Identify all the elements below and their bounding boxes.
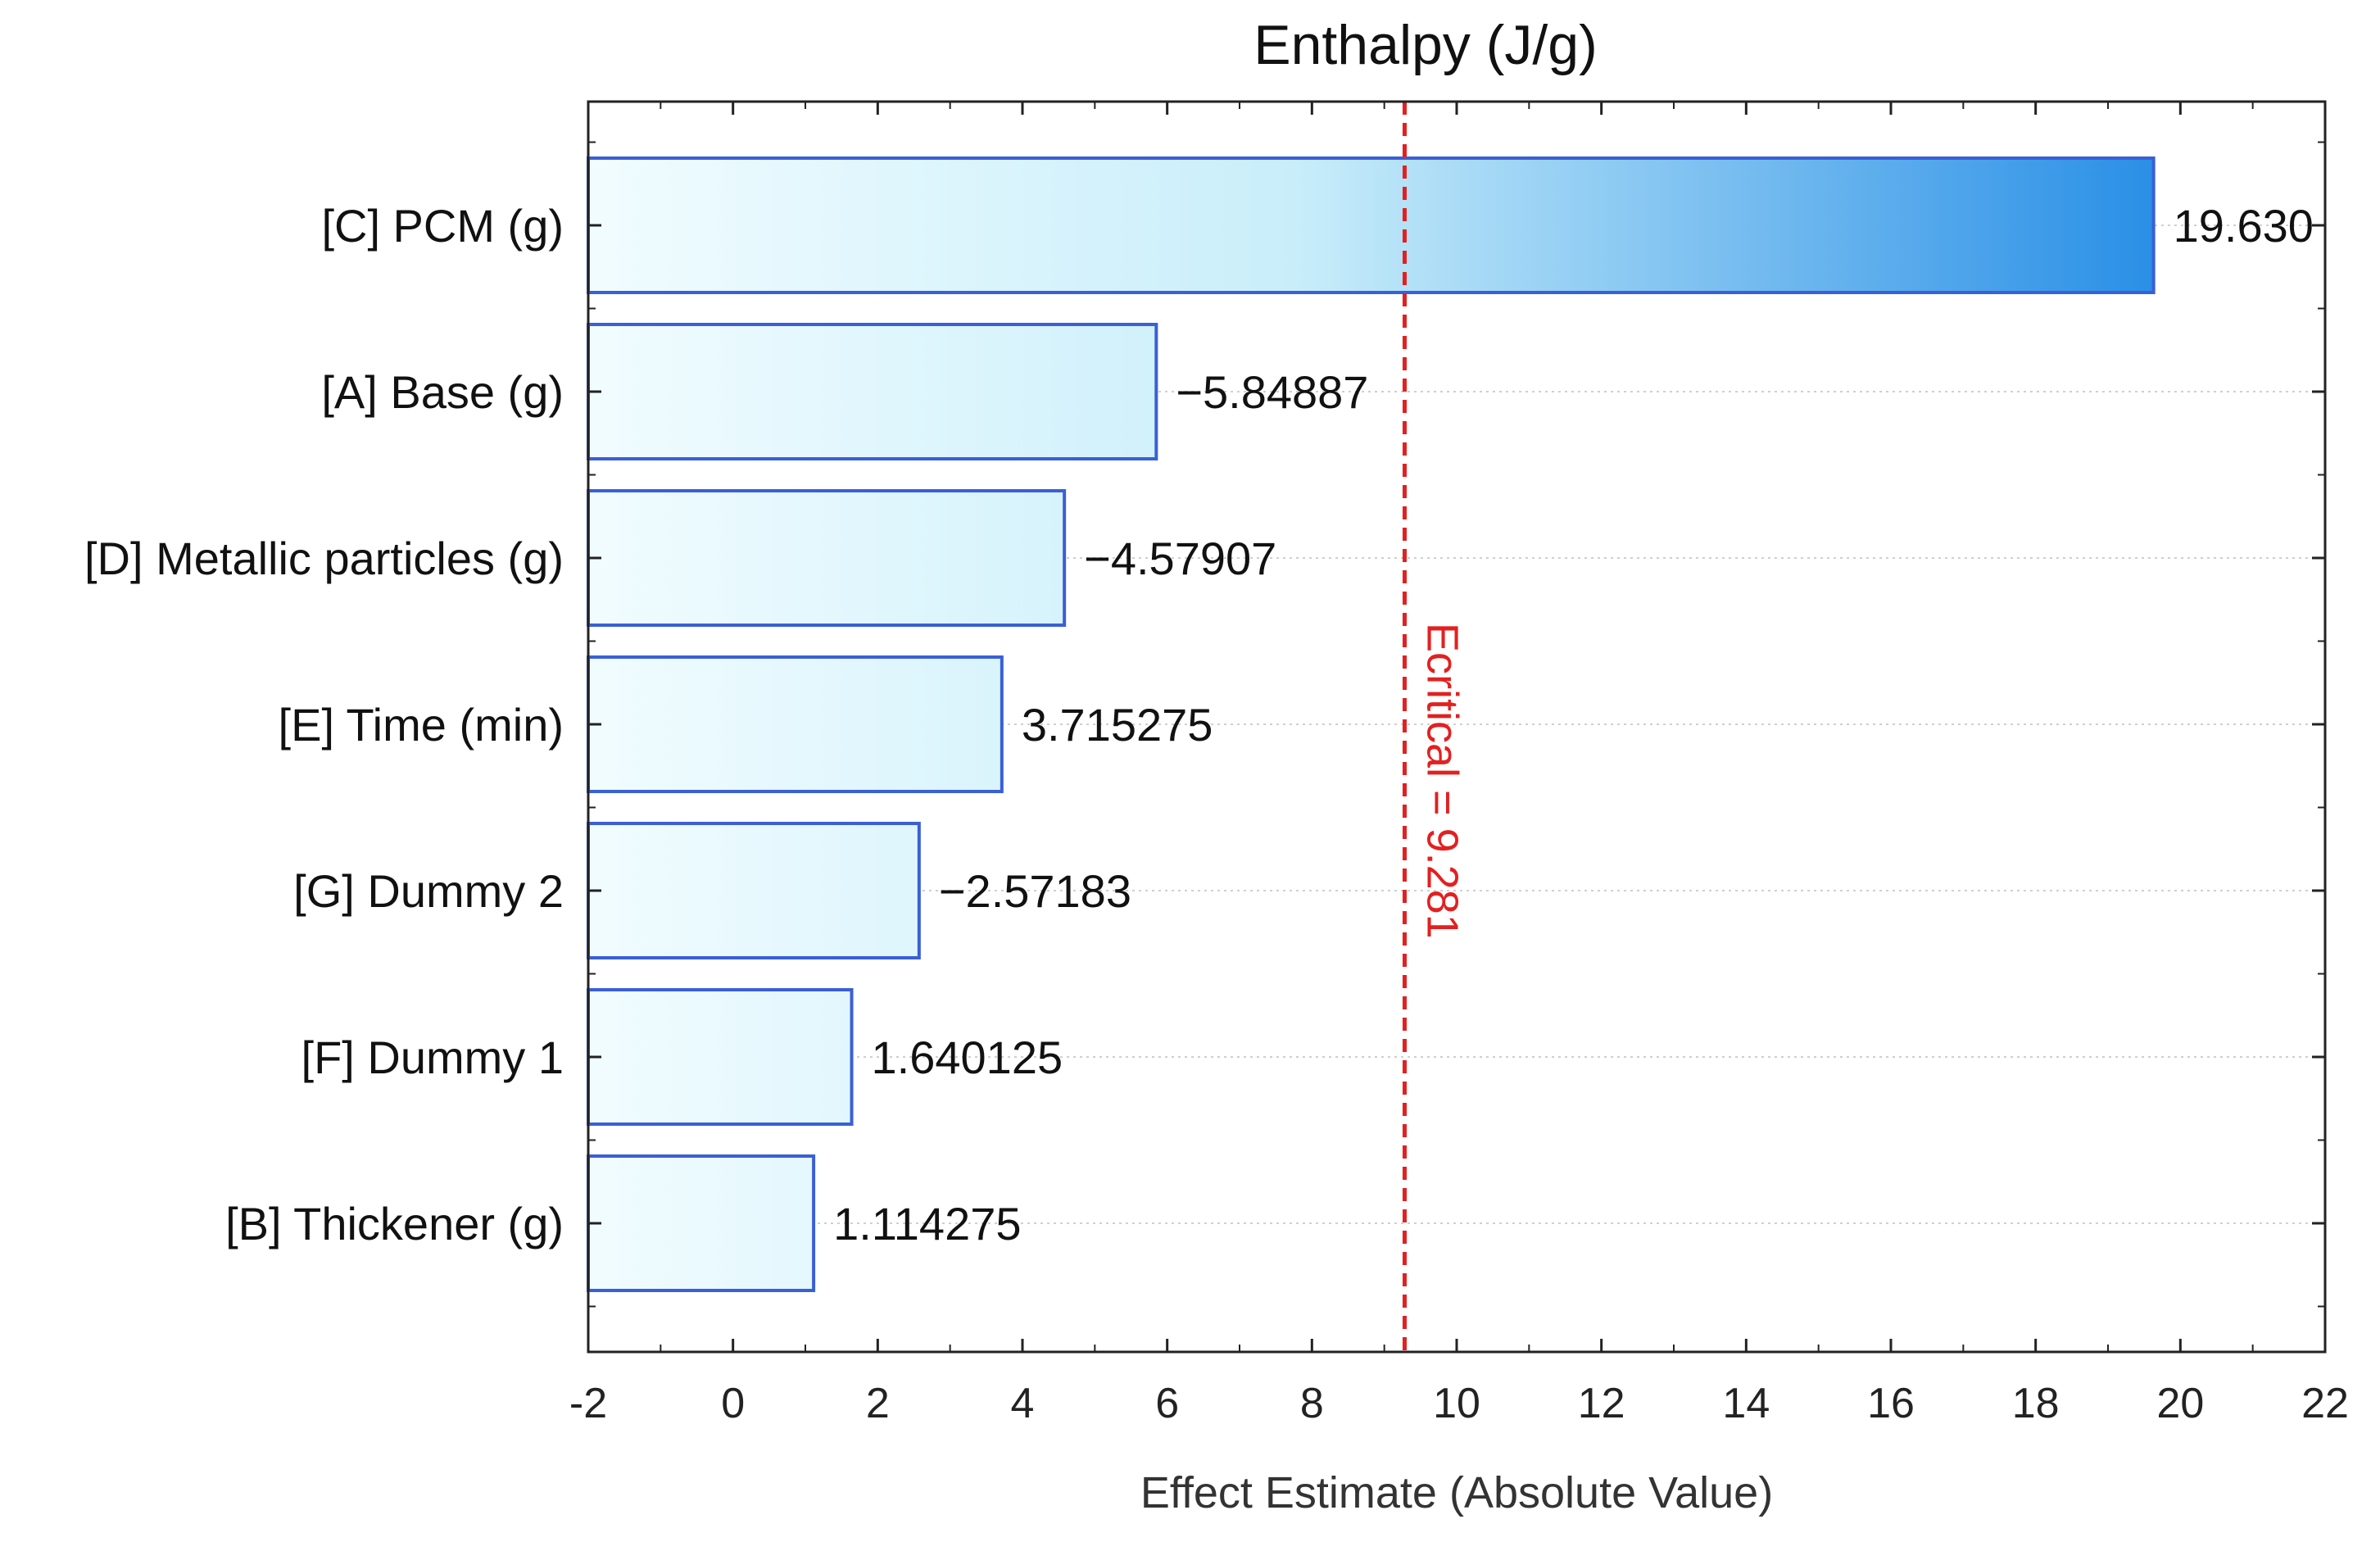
chart-title: Enthalpy (J/g): [1253, 14, 1598, 76]
bar-0: [587, 156, 2156, 294]
bar-5: [587, 988, 854, 1126]
x-tick-label-5: 8: [1300, 1380, 1324, 1427]
category-label-3: [E] Time (min): [279, 699, 564, 751]
value-label-6: 1.114275: [833, 1198, 1021, 1249]
value-label-0: 19.630: [2174, 200, 2314, 252]
x-tick-label-6: 10: [1433, 1380, 1480, 1427]
bar-4: [587, 822, 921, 959]
x-tick-label-12: 22: [2301, 1380, 2349, 1427]
value-label-4: −2.57183: [939, 865, 1131, 917]
value-label-1: −5.84887: [1176, 366, 1368, 418]
critical-line-group: Ecritical = 9.281: [1402, 102, 1467, 1352]
x-tick-label-0: -2: [569, 1380, 607, 1427]
x-tick-label-3: 4: [1011, 1380, 1035, 1427]
x-axis-title: Effect Estimate (Absolute Value): [1140, 1468, 1773, 1517]
category-label-5: [F] Dummy 1: [301, 1032, 564, 1083]
category-label-2: [D] Metallic particles (g): [84, 533, 564, 584]
value-label-5: 1.640125: [872, 1032, 1063, 1083]
x-tick-label-10: 18: [2012, 1380, 2060, 1427]
category-labels: [C] PCM (g) [A] Base (g) [D] Metallic part…: [84, 200, 564, 1249]
bar-3: [587, 655, 1004, 793]
axis-ticks: -2 0 2 4 6 8 10 12 14 16 18 20 22: [569, 102, 2349, 1427]
x-tick-label-9: 16: [1867, 1380, 1915, 1427]
category-label-4: [G] Dummy 2: [293, 865, 564, 917]
category-label-6: [B] Thickener (g): [225, 1198, 564, 1249]
bar-6: [587, 1154, 816, 1292]
value-labels: 19.630 −5.84887 −4.57907 3.715275 −2.57183 1.…: [833, 200, 2314, 1249]
value-label-2: −4.57907: [1084, 533, 1276, 584]
bar-2: [587, 489, 1067, 627]
critical-value-label: Ecritical = 9.281: [1417, 623, 1467, 939]
value-label-3: 3.715275: [1022, 699, 1213, 751]
x-tick-label-2: 2: [866, 1380, 890, 1427]
x-tick-label-1: 0: [721, 1380, 745, 1427]
x-tick-label-4: 6: [1155, 1380, 1179, 1427]
x-tick-label-7: 12: [1578, 1380, 1625, 1427]
category-label-0: [C] PCM (g): [321, 200, 564, 252]
x-tick-label-11: 20: [2156, 1380, 2204, 1427]
x-tick-label-8: 14: [1722, 1380, 1770, 1427]
category-label-1: [A] Base (g): [321, 366, 564, 418]
bar-1: [587, 323, 1158, 460]
